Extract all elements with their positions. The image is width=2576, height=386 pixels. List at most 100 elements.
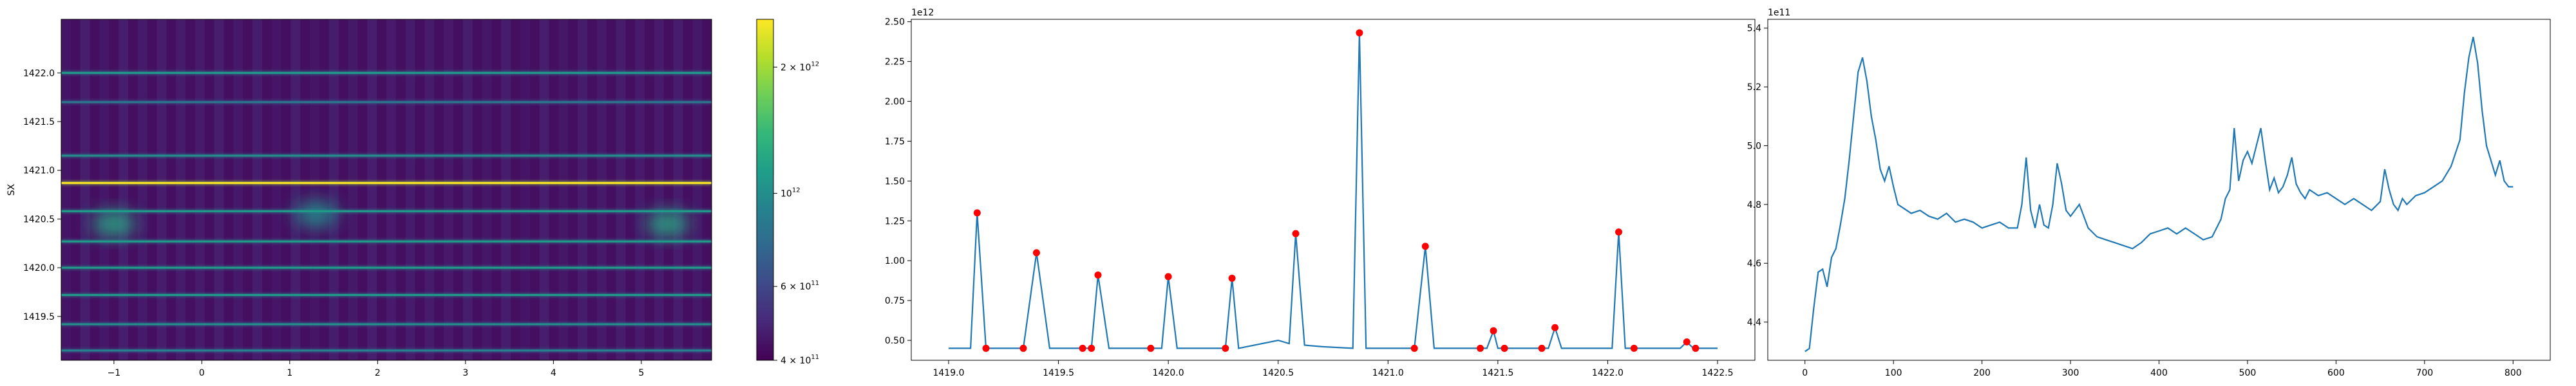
colorbar-tick-label: 2 × 1012 (781, 60, 819, 73)
heatmap-row (61, 101, 712, 104)
peak-marker (1551, 324, 1559, 331)
y-tick-label: 2.50 (885, 17, 905, 28)
peak-marker (1228, 274, 1236, 282)
heatmap-texture-column (252, 19, 262, 360)
y-tick-label: 5.2 (1747, 82, 1761, 93)
y-tick-label: 0.50 (885, 336, 905, 346)
y-tick-label: 1421.5 (23, 117, 55, 127)
x-tick-label: 1419.0 (933, 368, 964, 378)
heatmap-texture-column (462, 19, 473, 360)
heatmap-texture-column (635, 19, 645, 360)
y-tick-label: 1.00 (885, 256, 905, 266)
spectrum-panel: 0 100 200 300 400 500 600 700 800 4.4 4.6 4.8 5.0 5.… (1747, 8, 2551, 378)
x-tick-label: 5 (638, 368, 644, 378)
x-tick-label: 2 (375, 368, 381, 378)
heatmap-row (61, 349, 712, 352)
y-tick-label: 4.6 (1747, 259, 1761, 269)
peak-marker (1356, 29, 1363, 37)
peak-marker (1147, 344, 1155, 352)
heatmap-row (61, 210, 712, 212)
heatmap-texture-column (539, 19, 549, 360)
peak-marker (1079, 344, 1086, 352)
heatmap-texture-column (80, 19, 90, 360)
colorbar-ticks: 4 × 1011 6 × 1011 1012 2 × 1012 (773, 60, 819, 366)
y-tick-label: 2.00 (885, 97, 905, 107)
x-tick-label: 1422.0 (1592, 368, 1624, 378)
heatmap-texture-column (520, 19, 530, 360)
x-tick-label: 1421.5 (1482, 368, 1513, 378)
heatmap-texture-column (386, 19, 396, 360)
peak-marker (1421, 243, 1429, 250)
y-tick-label: 5.0 (1747, 141, 1761, 151)
heatmap-texture-column (118, 19, 128, 360)
peaks-y-axis: 0.50 0.75 1.00 1.25 1.50 1.75 2.00 2.25 2.50 (885, 17, 911, 346)
heatmap-blob (645, 211, 690, 237)
heatmap-texture-column (328, 19, 339, 360)
x-tick-label: 700 (2416, 368, 2433, 378)
y-tick-label: 2.25 (885, 57, 905, 68)
x-tick-label: 600 (2327, 368, 2345, 378)
peak-marker (982, 344, 990, 352)
heatmap-texture-column (271, 19, 281, 360)
y-tick-label: 4.4 (1747, 318, 1761, 328)
heatmap-image (61, 19, 712, 360)
y-tick-label: 1420.0 (23, 263, 55, 273)
heatmap-row (61, 266, 712, 269)
heatmap-texture-column (444, 19, 453, 360)
heatmap-texture-column (310, 19, 320, 360)
y-tick-label: 4.8 (1747, 200, 1761, 210)
y-tick-label: 1.50 (885, 176, 905, 187)
peak-markers (973, 29, 1700, 352)
peak-marker (1630, 344, 1638, 352)
peak-marker (1477, 344, 1484, 352)
peak-marker (1032, 249, 1040, 257)
heatmap-blob (91, 211, 136, 237)
x-tick-label: 500 (2239, 368, 2257, 378)
heatmap-texture-column (99, 19, 109, 360)
peak-marker (1088, 344, 1095, 352)
colorbar-gradient (757, 19, 773, 360)
heatmap-row (61, 240, 712, 243)
heatmap-texture-column (692, 19, 703, 360)
peaks-x-axis: 1419.0 1419.5 1420.0 1420.5 1421.0 1421.5 1422… (933, 360, 1734, 378)
x-tick-label: 3 (462, 368, 468, 378)
x-tick-label: 800 (2505, 368, 2522, 378)
heatmap-texture-column (405, 19, 415, 360)
peak-marker (1490, 327, 1497, 335)
x-tick-label: 400 (2150, 368, 2168, 378)
x-tick-label: 1421.0 (1372, 368, 1404, 378)
heatmap-texture-column (194, 19, 205, 360)
y-tick-label: 1419.5 (23, 312, 55, 322)
heatmap-row (61, 154, 712, 157)
heatmap-texture-column (348, 19, 358, 360)
heatmap-panel: −1 0 1 2 3 4 5 1419.51420.01420.51421.01421.51… (6, 19, 712, 378)
heatmap-texture-column (596, 19, 607, 360)
heatmap-y-axis: 1419.5 1420.0 1420.5 1421.0 1421.5 1422.0 (23, 68, 61, 322)
heatmap-texture-column (156, 19, 167, 360)
heatmap-y-label: SX (6, 183, 17, 196)
x-tick-label: 1422.5 (1702, 368, 1734, 378)
heatmap-row (61, 323, 712, 326)
x-tick-label: 300 (2062, 368, 2079, 378)
spectrum-frame (1767, 19, 2551, 361)
heatmap-texture-column (424, 19, 435, 360)
peak-marker (1615, 228, 1622, 236)
peak-marker (1501, 344, 1508, 352)
x-tick-label: 1420.0 (1153, 368, 1184, 378)
peak-marker (1222, 344, 1229, 352)
peak-marker (1683, 338, 1690, 346)
heatmap-x-axis: −1 0 1 2 3 4 5 (108, 360, 644, 378)
peaks-offset-label: 1e12 (911, 8, 934, 18)
heatmap-texture-column (214, 19, 224, 360)
x-tick-label: 1419.5 (1043, 368, 1074, 378)
peak-marker (1164, 273, 1172, 280)
colorbar-tick-label: 4 × 1011 (781, 354, 819, 366)
spectrum-y-axis: 4.4 4.6 4.8 5.0 5.2 5.4 (1747, 24, 1768, 328)
heatmap-texture-column (367, 19, 377, 360)
x-tick-label: 4 (551, 368, 556, 378)
colorbar-tick-label: 1012 (781, 187, 800, 199)
heatmap-frame (61, 19, 712, 361)
y-tick-label: 1.25 (885, 216, 905, 226)
heatmap-blob (294, 201, 338, 227)
